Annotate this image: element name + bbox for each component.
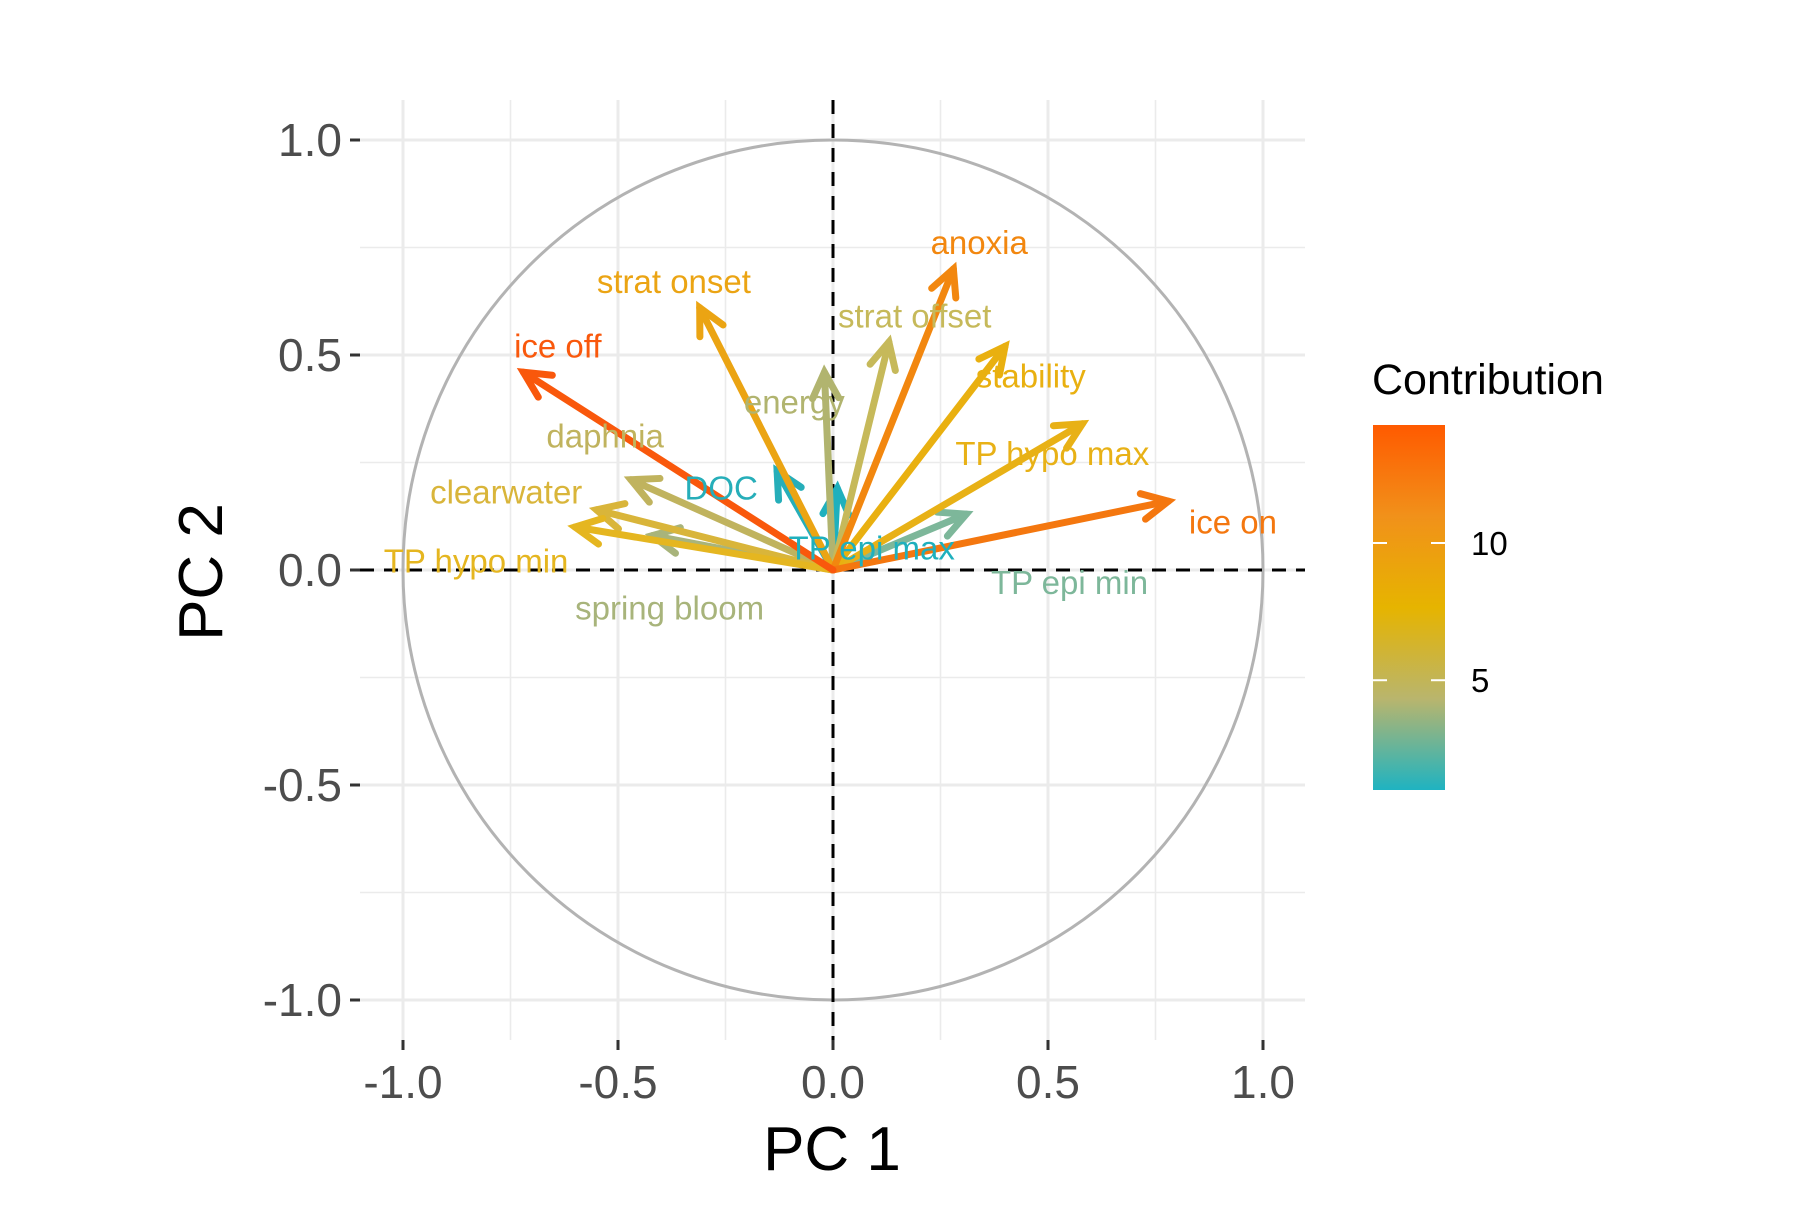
arrow-head [696,300,727,341]
variable-arrow [516,367,837,574]
x-axis-title: PC 1 [763,1115,901,1184]
y-tick-label: 1.0 [278,114,342,166]
variable-label: ice on [1189,504,1277,541]
x-tick-label: 1.0 [1231,1056,1295,1108]
variable-label: clearwater [430,474,582,511]
y-tick-label: -0.5 [263,759,342,811]
arrow-shaft [571,523,837,574]
variable-label: DOC [685,469,758,506]
x-tick-label: 0.0 [801,1056,865,1108]
variable-label: strat onset [597,263,751,300]
variable-labels: ice off strat onset anoxia strat offset stab… [384,224,1277,627]
arrow-shaft [820,368,837,574]
y-tick-label: 0.0 [278,544,342,596]
arrow-head [866,334,899,374]
variable-arrow [809,364,843,574]
arrow-shaft [696,304,837,574]
variable-label: spring bloom [575,590,764,627]
variable-label: TP epi max [789,530,956,567]
x-tick-label: -1.0 [363,1056,442,1108]
arrow-head [1136,490,1177,523]
y-tick-label: 0.5 [278,329,342,381]
variable-label: TP hypo max [955,435,1149,472]
arrow-head [773,464,805,504]
variable-arrow [829,490,1177,574]
arrow-shaft [829,497,1172,574]
arrow-head [588,500,629,533]
variable-arrow [829,334,899,574]
arrow-shaft [829,265,957,574]
legend-tick-label: 10 [1471,525,1508,562]
arrow-shaft [519,368,837,574]
arrow-head [516,367,556,401]
variable-arrow [623,474,837,574]
legend-title: Contribution [1372,356,1604,404]
arrow-head [928,261,960,302]
arrow-head [1049,419,1090,452]
arrow-head [623,474,664,506]
axes: -1.0 -0.5 0.0 0.5 1.0 -1.0 -0.5 0.0 0.5 1.0 [263,114,1295,1108]
variable-label: daphnia [546,418,664,455]
legend-tick-label: 5 [1471,662,1489,699]
contribution-legend: Contribution 5 10 [1372,356,1604,790]
variable-label: stability [976,358,1087,395]
y-tick-label: -1.0 [263,974,342,1026]
arrow-shaft [829,420,1086,574]
arrow-head [809,364,843,403]
variable-arrow [567,514,837,574]
variable-label: TP epi min [991,564,1148,601]
variable-label: TP hypo min [384,542,569,579]
x-tick-label: 0.5 [1016,1056,1080,1108]
arrow-head [567,514,607,548]
arrow-head [975,340,1010,379]
legend-ticks: 5 10 [1373,525,1508,699]
variable-arrow [829,419,1090,574]
y-axis-title: PC 2 [167,503,236,641]
variable-arrow [829,261,960,574]
x-tick-label: -0.5 [578,1056,657,1108]
variable-label: anoxia [931,224,1029,261]
arrow-shaft [627,476,837,574]
variable-arrows [516,261,1177,574]
arrow-shaft [829,338,893,574]
variable-label: ice off [514,327,602,364]
arrow-head [933,508,974,540]
arrow-shaft [829,342,1009,574]
legend-colorbar [1373,425,1445,790]
variable-arrow [696,300,837,574]
variable-arrow [829,340,1010,574]
variable-label: energy [744,383,845,420]
variable-label: strat offset [838,297,991,334]
